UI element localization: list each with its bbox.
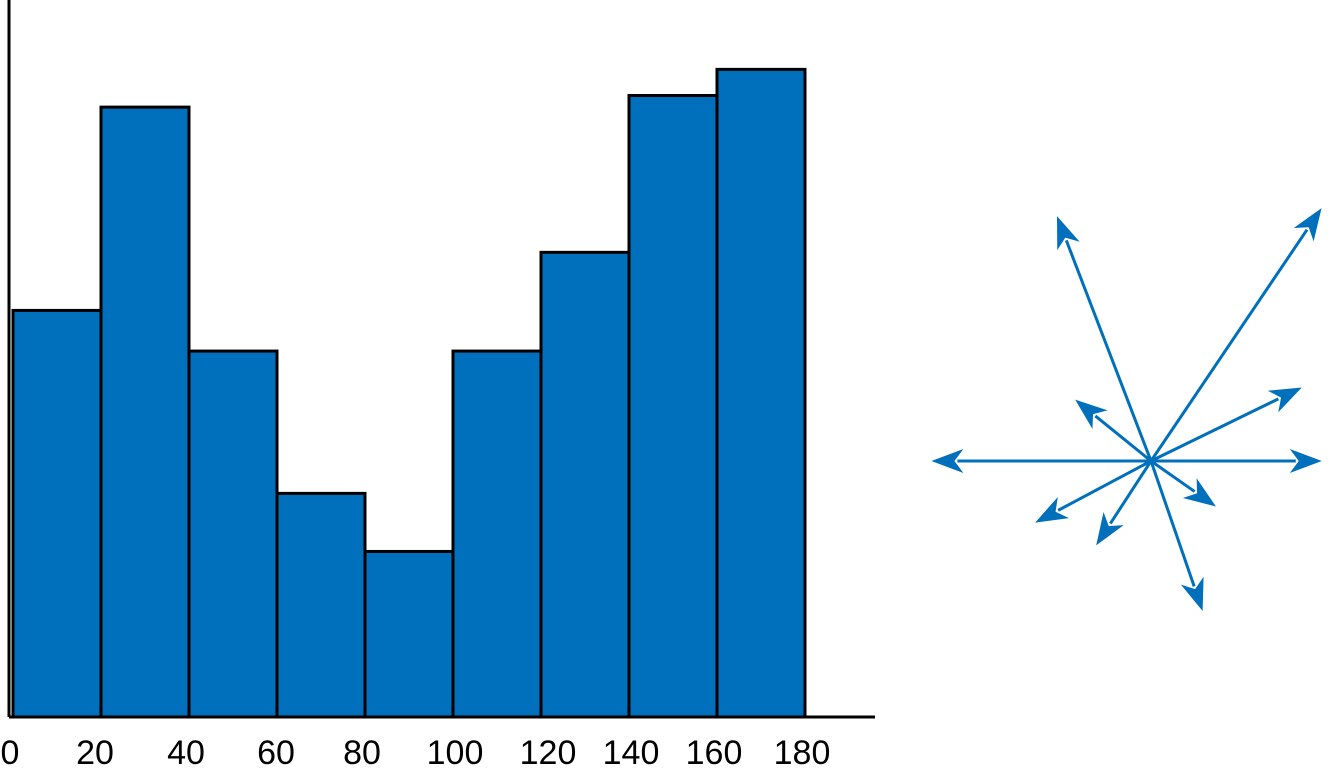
bar-100-120: [451, 349, 543, 719]
arrowhead-icon: [1182, 478, 1216, 507]
vector-shaft: [1150, 397, 1280, 463]
vector-arrow-26deg: [1150, 387, 1302, 463]
x-tick-label-140: 140: [603, 734, 660, 772]
vector-diagram: [931, 208, 1322, 611]
x-tick-label-40: 40: [167, 734, 205, 772]
vector-shaft: [1057, 459, 1152, 512]
vector-arrow-111deg: [1057, 216, 1153, 462]
x-tick-label-100: 100: [427, 734, 484, 772]
vector-shaft: [1064, 239, 1153, 462]
vector-arrow-237deg: [1096, 460, 1153, 546]
x-tick-label-0: 0: [1, 734, 20, 772]
vector-arrow-141deg: [1075, 399, 1152, 463]
x-tick-label-60: 60: [257, 734, 295, 772]
vector-shaft: [1150, 459, 1196, 493]
arrowhead-icon: [1035, 496, 1070, 523]
vector-arrow-180deg: [931, 449, 1151, 473]
histogram-bars: [11, 67, 807, 719]
vector-arrow-325deg: [1150, 459, 1216, 507]
x-tick-label-80: 80: [343, 734, 381, 772]
arrowhead-icon: [931, 449, 964, 473]
vector-shaft: [1109, 460, 1153, 525]
bar-40-60: [187, 349, 279, 719]
bar-80-100: [363, 549, 455, 719]
vector-arrow-56deg: [1149, 208, 1322, 462]
histogram-chart: 0 20 40 60 80 100 120 140 160 180: [1, 0, 875, 772]
x-tick-labels: 0 20 40 60 80 100 120 140 160 180: [1, 734, 831, 772]
vector-arrow-289deg: [1149, 460, 1204, 611]
arrowhead-icon: [1075, 399, 1108, 430]
bar-140-160: [627, 94, 719, 719]
x-tick-label-160: 160: [686, 734, 743, 772]
bar-160-180: [715, 67, 807, 719]
arrowhead-icon: [1096, 512, 1124, 546]
x-tick-label-20: 20: [76, 734, 114, 772]
x-tick-label-180: 180: [774, 734, 831, 772]
bar-0-20: [11, 308, 103, 719]
arrowhead-icon: [1180, 576, 1204, 611]
arrowhead-icon: [1289, 449, 1322, 473]
bar-120-140: [539, 250, 631, 719]
vector-arrow-208deg: [1035, 459, 1152, 523]
arrowhead-icon: [1267, 387, 1302, 413]
x-tick-label-120: 120: [520, 734, 577, 772]
vector-arrow-0deg: [1151, 449, 1322, 473]
arrowhead-icon: [1293, 208, 1322, 242]
bar-20-40: [99, 105, 191, 719]
arrowhead-icon: [1057, 216, 1080, 251]
vector-shaft: [1094, 414, 1152, 463]
bar-60-80: [275, 491, 367, 719]
vector-shaft: [1149, 228, 1309, 462]
vector-shaft: [1149, 460, 1196, 587]
